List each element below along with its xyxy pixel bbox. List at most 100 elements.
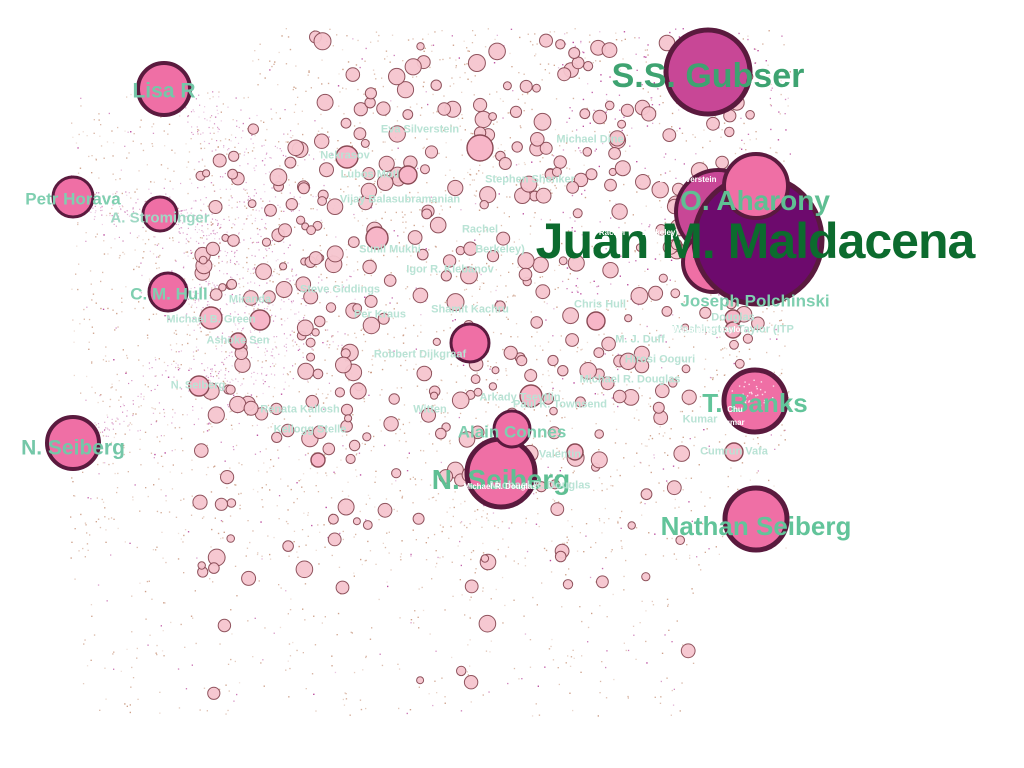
edge-dust: [415, 363, 417, 366]
edge-dust: [492, 123, 495, 125]
edge-dust: [359, 699, 362, 701]
edge-dust: [149, 250, 151, 252]
edge-dust: [585, 535, 587, 537]
edge-dust: [688, 404, 690, 406]
edge-dust: [89, 270, 92, 272]
edge-dust: [211, 175, 213, 177]
edge-dust: [410, 619, 413, 621]
edge-dust: [156, 653, 158, 656]
edge-dust: [524, 163, 526, 166]
edge-dust: [451, 35, 453, 37]
edge-dust: [669, 170, 671, 172]
edge-dust: [696, 327, 699, 329]
edge-dust: [567, 520, 569, 522]
edge-dust: [274, 61, 276, 63]
edge-dust: [241, 228, 244, 230]
edge-dust: [430, 199, 432, 202]
edge-dust: [115, 327, 117, 329]
edge-dust: [781, 424, 783, 426]
edge-dust: [749, 479, 751, 481]
edge-dust: [355, 336, 357, 339]
edge-dust: [421, 201, 423, 204]
edge-dust: [455, 65, 457, 67]
edge-dust: [379, 653, 381, 655]
edge-dust: [209, 331, 211, 333]
edge-dust: [294, 181, 296, 183]
edge-dust: [190, 138, 192, 140]
edge-dust: [147, 337, 149, 339]
edge-dust: [407, 39, 410, 41]
edge-dust: [222, 362, 224, 364]
edge-dust: [97, 463, 99, 466]
edge-dust: [304, 583, 307, 585]
edge-dust: [566, 536, 568, 538]
edge-dust: [444, 696, 446, 698]
edge-dust: [319, 245, 321, 247]
edge-dust: [213, 190, 216, 192]
edge-dust: [164, 145, 166, 147]
edge-dust: [180, 210, 182, 212]
edge-dust: [769, 97, 771, 100]
edge-dust: [576, 129, 578, 131]
edge-dust: [110, 554, 112, 556]
edge-dust: [611, 235, 613, 237]
edge-dust: [516, 405, 518, 407]
edge-dust: [568, 568, 570, 570]
edge-dust: [310, 87, 312, 89]
edge-dust: [548, 72, 551, 74]
edge-dust: [571, 509, 573, 511]
edge-dust: [242, 277, 244, 279]
edge-dust: [171, 149, 173, 151]
edge-dust: [302, 178, 304, 180]
edge-dust: [632, 214, 634, 216]
edge-dust: [617, 405, 619, 408]
edge-dust: [571, 194, 574, 197]
edge-dust: [651, 600, 653, 603]
edge-dust: [743, 442, 746, 444]
edge-dust: [444, 609, 446, 611]
edge-dust: [640, 462, 642, 464]
edge-dust: [315, 485, 317, 487]
edge-dust: [84, 639, 86, 641]
edge-dust: [213, 132, 215, 134]
edge-dust: [780, 93, 782, 96]
edge-dust: [219, 643, 221, 645]
edge-dust: [115, 389, 117, 391]
edge-dust: [385, 304, 387, 306]
edge-dust: [755, 48, 757, 50]
edge-dust: [789, 153, 791, 155]
edge-dust: [525, 517, 527, 520]
edge-dust: [624, 38, 626, 40]
edge-dust: [210, 182, 213, 184]
edge-dust: [437, 493, 440, 495]
edge-dust: [118, 257, 121, 259]
edge-dust: [357, 39, 359, 42]
edge-dust: [352, 38, 354, 40]
edge-dust: [136, 546, 138, 549]
edge-dust: [565, 142, 568, 144]
edge-dust: [784, 429, 786, 431]
edge-dust: [148, 238, 150, 241]
edge-dust: [171, 488, 174, 490]
edge-dust: [444, 702, 446, 704]
edge-dust: [252, 60, 254, 62]
edge-dust: [587, 626, 590, 629]
edge-dust: [453, 177, 455, 179]
edge-dust: [406, 712, 408, 715]
edge-dust: [638, 419, 640, 421]
edge-dust: [594, 393, 596, 395]
edge-dust: [287, 613, 289, 615]
edge-dust: [660, 680, 662, 683]
edge-dust: [102, 435, 105, 437]
edge-dust: [620, 255, 622, 257]
edge-dust: [328, 347, 330, 349]
edge-dust: [398, 440, 401, 442]
edge-dust: [584, 57, 586, 59]
edge-dust: [726, 348, 728, 350]
edge-dust: [755, 138, 757, 140]
edge-dust: [535, 190, 537, 192]
edge-dust: [460, 710, 463, 712]
edge-dust: [787, 97, 789, 99]
edge-dust: [435, 566, 437, 568]
edge-dust: [482, 694, 484, 696]
